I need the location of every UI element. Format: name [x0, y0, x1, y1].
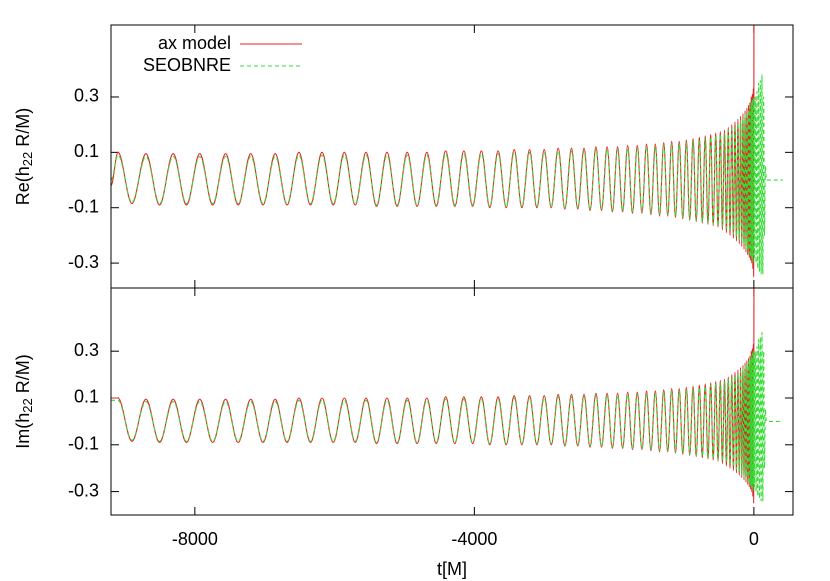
- x-tick-label: -4000: [451, 529, 497, 549]
- legend-label: SEOBNRE: [143, 55, 231, 75]
- plot-area: [111, 288, 783, 505]
- y-tick-label: -0.1: [68, 196, 99, 216]
- y-tick-label: 0.3: [74, 340, 99, 360]
- series-line: [111, 288, 755, 505]
- series-line: [111, 74, 783, 275]
- series-line: [111, 331, 783, 502]
- y-tick-label: 0.1: [74, 141, 99, 161]
- y-tick-label: 0.1: [74, 387, 99, 407]
- legend-label: ax model: [158, 33, 231, 53]
- y-tick-label: -0.1: [68, 434, 99, 454]
- series-line: [111, 25, 755, 279]
- y-axis-label: Re(h22 R/M): [13, 108, 36, 205]
- y-tick-label: 0.3: [74, 86, 99, 106]
- plot-area: [111, 25, 783, 279]
- plot-frame: [110, 287, 794, 516]
- x-tick-label: -8000: [172, 529, 218, 549]
- x-axis-label: t[M]: [437, 559, 467, 579]
- y-tick-label: -0.3: [68, 252, 99, 272]
- x-tick-label: 0: [749, 529, 759, 549]
- y-tick-label: -0.3: [68, 480, 99, 500]
- y-axis-label: Im(h22 R/M): [13, 354, 36, 448]
